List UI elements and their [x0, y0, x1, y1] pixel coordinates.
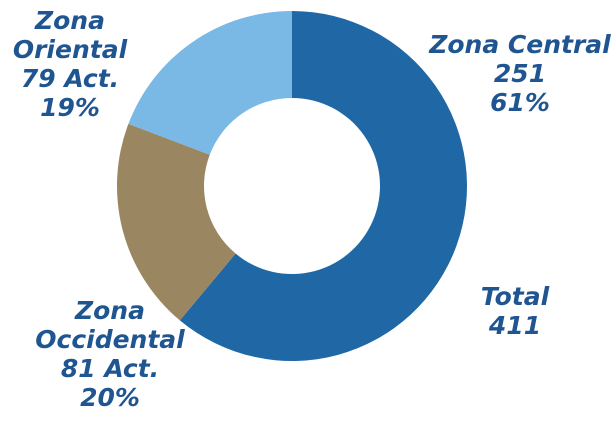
- percent-label: 19%: [40, 93, 100, 122]
- label-oriental: Zona Oriental 79 Act. 19%: [5, 6, 135, 122]
- slice: [128, 11, 292, 155]
- category-label: Zona Central: [429, 30, 611, 59]
- total-label: Total: [480, 282, 550, 311]
- value-label: 81 Act.: [60, 354, 160, 383]
- total-value: 411: [488, 311, 542, 340]
- label-total: Total 411: [440, 282, 590, 340]
- label-central: Zona Central 251 61%: [420, 30, 611, 117]
- percent-label: 61%: [490, 88, 550, 117]
- value-label: 251: [493, 59, 547, 88]
- category-label: Zona Occidental: [35, 296, 185, 354]
- percent-label: 20%: [80, 383, 140, 412]
- label-occidental: Zona Occidental 81 Act. 20%: [25, 296, 195, 412]
- slice: [179, 11, 467, 361]
- slice: [116, 123, 236, 321]
- value-label: 79 Act.: [20, 64, 120, 93]
- category-label: Zona Oriental: [12, 6, 128, 64]
